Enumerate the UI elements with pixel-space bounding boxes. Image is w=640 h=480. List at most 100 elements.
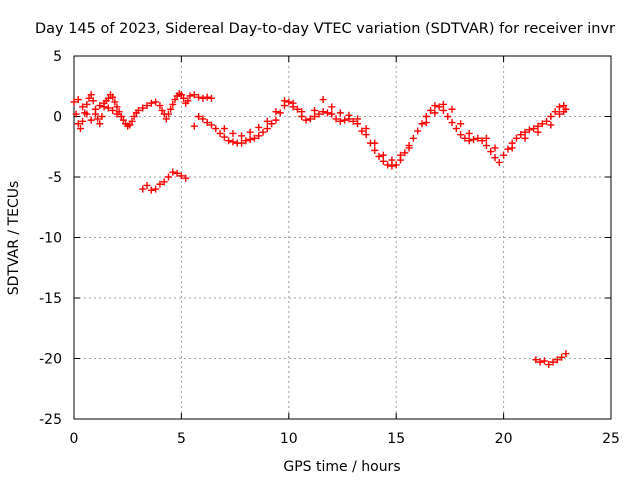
data-point — [246, 128, 254, 136]
data-point — [491, 154, 499, 162]
y-tick-label: -20 — [39, 352, 62, 368]
series-0 — [70, 90, 570, 170]
data-point — [289, 103, 297, 111]
grid-lines — [74, 56, 611, 419]
data-point — [74, 120, 82, 128]
data-point — [422, 113, 430, 120]
data-point — [534, 122, 542, 130]
data-point — [79, 103, 87, 111]
data-point — [268, 120, 276, 128]
data-point — [184, 97, 192, 105]
data-point — [113, 103, 121, 111]
data-point — [281, 97, 289, 105]
data-point — [534, 128, 542, 136]
data-point — [375, 152, 383, 160]
data-point — [315, 110, 323, 118]
data-point — [143, 102, 151, 110]
data-point — [302, 116, 310, 124]
data-point — [517, 131, 525, 139]
data-point — [448, 119, 456, 127]
data-point — [336, 109, 344, 117]
data-point — [134, 106, 142, 114]
data-point — [119, 116, 127, 124]
data-point — [199, 94, 207, 102]
data-point — [525, 126, 533, 134]
y-tick-label: -5 — [48, 170, 62, 186]
y-tick-label: -15 — [39, 291, 62, 307]
data-point — [427, 106, 435, 114]
data-point — [482, 134, 490, 142]
data-point — [422, 119, 430, 127]
data-point — [551, 108, 559, 116]
x-tick-label: 0 — [70, 431, 79, 447]
data-point — [521, 134, 529, 142]
data-point — [555, 110, 563, 118]
data-point — [195, 113, 203, 120]
data-point — [547, 113, 555, 120]
data-points — [70, 90, 570, 369]
data-point — [478, 137, 486, 145]
data-point — [504, 145, 512, 153]
data-point — [190, 122, 198, 130]
data-point — [332, 115, 340, 123]
x-tick-label: 25 — [602, 431, 620, 447]
y-tick-label: 5 — [53, 49, 62, 65]
data-point — [143, 181, 151, 189]
data-point — [242, 137, 250, 145]
data-point — [439, 100, 447, 108]
data-point — [94, 115, 102, 123]
data-point — [328, 103, 336, 111]
data-point — [83, 110, 91, 118]
x-axis-label: GPS time / hours — [283, 459, 400, 475]
data-point — [495, 158, 503, 166]
data-point — [362, 131, 370, 139]
data-point — [156, 102, 164, 110]
data-point — [96, 102, 104, 110]
data-point — [311, 106, 319, 114]
data-point — [165, 110, 173, 118]
data-point — [319, 96, 327, 104]
data-point — [396, 151, 404, 159]
series-2 — [139, 168, 190, 194]
data-point — [96, 120, 104, 128]
data-point — [74, 96, 82, 104]
series-3 — [532, 350, 570, 369]
y-axis-label: SDTVAR / TECUs — [6, 181, 22, 296]
data-point — [405, 144, 413, 152]
data-point — [431, 109, 439, 117]
data-point — [474, 134, 482, 142]
data-point — [89, 97, 97, 105]
data-point — [549, 358, 557, 366]
data-point — [238, 132, 246, 140]
data-point — [85, 94, 93, 102]
data-point — [482, 142, 490, 150]
data-point — [384, 161, 392, 169]
data-point — [448, 105, 456, 113]
data-point — [207, 121, 215, 129]
data-point — [341, 116, 349, 124]
data-point — [130, 113, 138, 120]
data-point — [207, 94, 215, 102]
data-point — [545, 361, 553, 369]
data-point — [76, 125, 84, 133]
data-point — [147, 186, 155, 194]
data-point — [354, 115, 362, 123]
data-point — [349, 117, 357, 125]
data-point — [285, 98, 293, 106]
data-point — [165, 173, 173, 181]
chart-title: Day 145 of 2023, Sidereal Day-to-day VTE… — [35, 21, 615, 37]
data-point — [431, 102, 439, 110]
data-point — [173, 169, 181, 177]
data-point — [87, 91, 95, 99]
data-point — [203, 93, 211, 101]
data-point — [139, 185, 147, 193]
data-point — [220, 133, 228, 141]
data-point — [111, 98, 119, 106]
data-point — [113, 110, 121, 118]
data-point — [229, 129, 237, 137]
data-point — [487, 148, 495, 156]
data-point — [358, 127, 366, 135]
data-point — [238, 139, 246, 147]
data-point — [195, 93, 203, 101]
data-point — [371, 139, 379, 147]
